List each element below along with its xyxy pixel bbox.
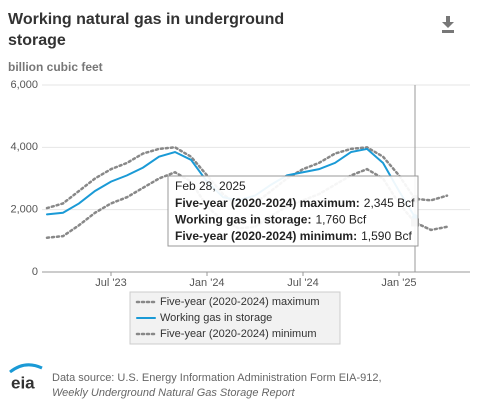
legend-label: Five-year (2020-2024) maximum [160, 296, 320, 308]
tooltip-label: Five-year (2020-2024) maximum: [175, 196, 360, 210]
source-text: Data source: U.S. Energy Information Adm… [52, 372, 382, 384]
source-note: Data source: U.S. Energy Information Adm… [52, 371, 382, 401]
source-report: Weekly Underground Natural Gas Storage R… [52, 387, 295, 399]
y-tick-label: 0 [32, 266, 38, 278]
x-tick-label: Jan '25 [381, 277, 416, 289]
tooltip-box [167, 175, 419, 247]
tooltip-date: Feb 28, 2025 [175, 179, 246, 193]
eia-logo: eia [9, 363, 43, 392]
x-tick-label: Jul '24 [287, 277, 318, 289]
tooltip-label: Working gas in storage: [175, 213, 311, 227]
tooltip-value: 1,760 Bcf [315, 213, 366, 227]
tooltip-label: Five-year (2020-2024) minimum: [175, 229, 357, 243]
legend-box [129, 291, 341, 345]
y-tick-label: 6,000 [10, 79, 38, 91]
svg-text:eia: eia [11, 373, 35, 392]
x-tick-label: Jan '24 [189, 277, 224, 289]
y-tick-label: 4,000 [10, 141, 38, 153]
x-tick-label: Jul '23 [95, 277, 126, 289]
download-icon[interactable] [442, 16, 454, 33]
chart-title: Working natural gas in underground stora… [8, 11, 285, 49]
legend-label: Working gas in storage [160, 312, 272, 324]
legend-label: Five-year (2020-2024) minimum [160, 328, 317, 340]
y-tick-label: 2,000 [10, 204, 38, 216]
tooltip-value: 2,345 Bcf [364, 196, 415, 210]
tooltip-value: 1,590 Bcf [361, 229, 412, 243]
chart-subtitle: billion cubic feet [8, 60, 103, 74]
tooltip: Feb 28, 2025 Five-year (2020-2024) maximu… [167, 175, 419, 247]
